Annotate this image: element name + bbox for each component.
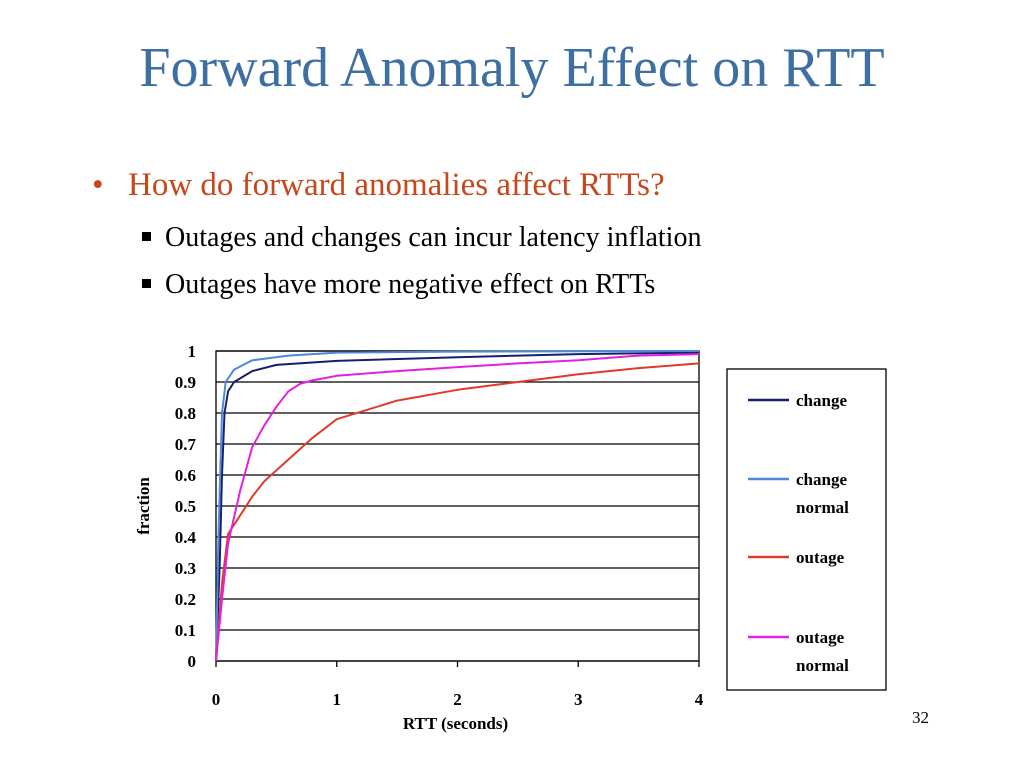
legend-label: change <box>796 391 847 410</box>
page-number: 32 <box>912 708 929 727</box>
legend-label: normal <box>796 498 849 517</box>
y-tick-label: 0.2 <box>175 590 196 609</box>
y-tick-label: 0.7 <box>175 435 197 454</box>
y-tick-label: 1 <box>188 342 197 361</box>
slide-title: Forward Anomaly Effect on RTT <box>139 37 885 99</box>
y-tick-label: 0.8 <box>175 404 196 423</box>
y-tick-label: 0.5 <box>175 497 196 516</box>
y-tick-label: 0.9 <box>175 373 196 392</box>
legend-label: change <box>796 470 847 489</box>
x-tick-label: 4 <box>695 690 704 709</box>
legend-label: normal <box>796 656 849 675</box>
square-bullet-icon <box>142 279 151 289</box>
sub-bullet-text: Outages have more negative effect on RTT… <box>165 269 656 300</box>
legend-label: outage <box>796 548 845 567</box>
sub-bullet-text: Outages and changes can incur latency in… <box>165 222 702 253</box>
x-axis-label: RTT (seconds) <box>403 714 508 733</box>
series-line-change-normal <box>215 350 700 662</box>
series-line-outage <box>215 362 700 662</box>
x-tick-label: 0 <box>212 690 221 709</box>
sub-bullet-1: Outages and changes can incur latency in… <box>142 221 701 255</box>
x-tick-label: 2 <box>453 690 462 709</box>
legend-label: outage <box>796 628 845 647</box>
series-line-outage-normal <box>215 353 700 662</box>
y-tick-label: 0.4 <box>175 528 197 547</box>
x-tick-label: 1 <box>333 690 342 709</box>
y-tick-label: 0.1 <box>175 621 196 640</box>
y-tick-label: 0.3 <box>175 559 196 578</box>
y-tick-label: 0 <box>188 652 197 671</box>
bullet-dot: • <box>92 167 104 203</box>
y-axis-label: fraction <box>134 477 153 535</box>
main-bullet-text: How do forward anomalies affect RTTs? <box>128 167 665 203</box>
series-line-change <box>215 351 700 662</box>
main-bullet: • How do forward anomalies affect RTTs? <box>92 166 665 206</box>
square-bullet-icon <box>142 232 151 242</box>
sub-bullet-2: Outages have more negative effect on RTT… <box>142 268 655 302</box>
y-tick-label: 0.6 <box>175 466 196 485</box>
x-tick-label: 3 <box>574 690 583 709</box>
